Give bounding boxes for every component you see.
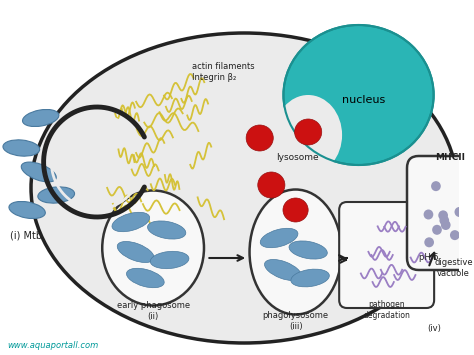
FancyBboxPatch shape bbox=[339, 202, 434, 308]
Ellipse shape bbox=[260, 228, 298, 248]
Ellipse shape bbox=[112, 212, 150, 232]
Circle shape bbox=[424, 209, 433, 219]
Circle shape bbox=[439, 215, 449, 225]
Circle shape bbox=[466, 174, 474, 185]
Ellipse shape bbox=[38, 187, 74, 203]
Ellipse shape bbox=[9, 201, 46, 219]
Ellipse shape bbox=[246, 125, 273, 151]
Ellipse shape bbox=[3, 140, 40, 156]
Ellipse shape bbox=[283, 25, 434, 165]
Circle shape bbox=[450, 230, 460, 240]
Ellipse shape bbox=[117, 241, 154, 262]
Ellipse shape bbox=[291, 269, 329, 287]
Ellipse shape bbox=[31, 33, 457, 343]
Ellipse shape bbox=[21, 162, 56, 182]
Ellipse shape bbox=[150, 251, 189, 269]
Text: (iv): (iv) bbox=[427, 323, 441, 333]
Circle shape bbox=[431, 181, 441, 191]
Ellipse shape bbox=[147, 221, 186, 239]
Ellipse shape bbox=[102, 191, 204, 306]
Text: MHCII: MHCII bbox=[436, 153, 465, 163]
Text: lysosome: lysosome bbox=[276, 153, 319, 163]
Text: pH 5: pH 5 bbox=[419, 253, 438, 262]
Ellipse shape bbox=[289, 241, 328, 259]
Ellipse shape bbox=[274, 95, 342, 175]
Ellipse shape bbox=[127, 268, 164, 288]
Circle shape bbox=[467, 184, 474, 194]
Circle shape bbox=[432, 225, 442, 235]
Ellipse shape bbox=[283, 198, 308, 222]
FancyBboxPatch shape bbox=[407, 156, 474, 270]
Circle shape bbox=[455, 207, 464, 217]
Text: early phagosome: early phagosome bbox=[117, 300, 190, 310]
Ellipse shape bbox=[258, 172, 285, 198]
Ellipse shape bbox=[295, 119, 322, 145]
Text: nucleus: nucleus bbox=[342, 95, 385, 105]
Ellipse shape bbox=[23, 109, 59, 126]
Text: phagolysosome: phagolysosome bbox=[263, 311, 328, 320]
Text: www.aquaportall.com: www.aquaportall.com bbox=[8, 340, 99, 350]
Text: pathogen
degradation: pathogen degradation bbox=[363, 300, 410, 320]
Text: (i) Mtb: (i) Mtb bbox=[9, 230, 42, 240]
Text: actin filaments
Integrin β₂: actin filaments Integrin β₂ bbox=[192, 62, 255, 82]
Circle shape bbox=[441, 220, 451, 230]
Circle shape bbox=[424, 237, 434, 247]
Ellipse shape bbox=[264, 260, 301, 280]
Text: (ii): (ii) bbox=[147, 312, 159, 322]
Ellipse shape bbox=[249, 190, 342, 315]
Circle shape bbox=[438, 211, 448, 220]
Text: digestive
vacuole: digestive vacuole bbox=[434, 258, 473, 278]
Text: (iii): (iii) bbox=[289, 322, 302, 331]
